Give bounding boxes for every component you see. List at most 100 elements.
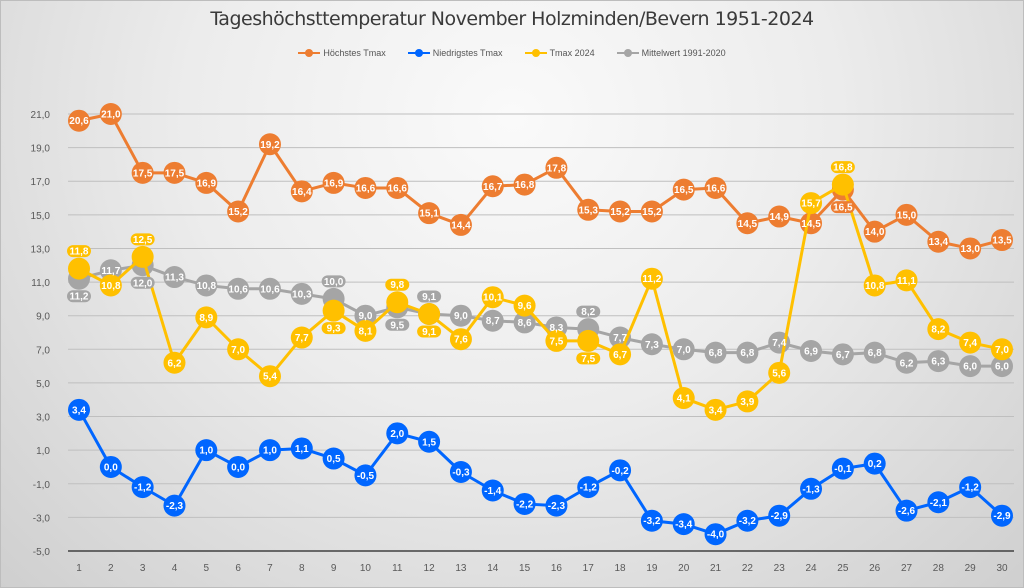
data-label: -3,2 <box>739 516 757 527</box>
legend-marker-icon <box>298 48 321 58</box>
x-tick-label: 14 <box>487 563 499 574</box>
data-label: 1,0 <box>263 446 277 457</box>
data-point <box>672 178 695 201</box>
data-point <box>800 477 823 500</box>
data-label: -0,1 <box>834 464 852 475</box>
data-point <box>895 269 918 292</box>
data-point <box>68 398 90 421</box>
data-point <box>163 494 186 517</box>
data-label: -3,2 <box>643 516 661 527</box>
data-label: -1,2 <box>962 483 980 494</box>
data-label: 11,2 <box>70 292 89 303</box>
data-label: 4,1 <box>677 394 691 405</box>
data-label: 20,6 <box>69 116 89 127</box>
x-tick-label: 23 <box>774 563 786 574</box>
data-point <box>290 282 313 305</box>
data-label: 6,9 <box>804 346 818 357</box>
data-label: 10,6 <box>260 284 280 295</box>
legend-label: Höchstes Tmax <box>323 48 386 58</box>
data-label: 16,5 <box>674 185 694 196</box>
data-point <box>195 306 218 329</box>
data-label: 8,3 <box>549 323 563 334</box>
data-label: 7,3 <box>645 340 659 351</box>
x-tick-label: 24 <box>805 563 817 574</box>
x-tick-label: 27 <box>901 563 913 574</box>
x-tick-label: 3 <box>140 563 146 574</box>
x-tick-label: 16 <box>551 563 563 574</box>
data-label-bg <box>130 233 155 246</box>
data-point <box>545 494 568 517</box>
data-point <box>991 504 1013 527</box>
data-label: -1,2 <box>134 483 152 494</box>
data-point <box>640 200 663 223</box>
data-label: 15,0 <box>897 210 917 221</box>
data-label: 16,6 <box>706 183 726 194</box>
data-label: 14,5 <box>738 219 758 230</box>
data-label: 14,4 <box>451 220 471 231</box>
data-point <box>991 229 1013 252</box>
data-label: 7,7 <box>613 333 627 344</box>
legend-item-mittelwert[interactable]: Mittelwert 1991-2020 <box>616 48 726 58</box>
y-tick-label: 19,0 <box>31 144 51 155</box>
data-label: 6,8 <box>740 348 754 359</box>
chart-title: Tageshöchsttemperatur November Holzminde… <box>210 8 814 30</box>
data-point <box>322 447 345 470</box>
data-point <box>577 476 600 499</box>
data-point <box>99 103 122 125</box>
y-tick-label: -3,0 <box>33 513 51 524</box>
data-point <box>704 523 727 546</box>
data-point <box>895 499 918 522</box>
data-label: 17,5 <box>133 168 153 179</box>
data-label: 14,5 <box>801 219 821 230</box>
data-label: 16,6 <box>388 183 408 194</box>
data-point <box>227 455 250 478</box>
legend-item-tmax-2024[interactable]: Tmax 2024 <box>524 48 595 58</box>
data-label: 15,1 <box>419 209 439 220</box>
data-label: 11,7 <box>101 266 120 277</box>
x-tick-label: 30 <box>996 563 1008 574</box>
data-label: 0,5 <box>327 454 341 465</box>
data-label: 11,1 <box>897 276 916 287</box>
data-label: 0,0 <box>231 462 245 473</box>
data-point <box>704 176 727 199</box>
data-point <box>609 343 632 366</box>
data-point <box>131 476 154 499</box>
data-label: 7,5 <box>549 336 563 347</box>
data-label: 16,4 <box>292 187 312 198</box>
data-point <box>927 230 950 253</box>
y-tick-label: 9,0 <box>36 312 50 323</box>
data-point <box>863 452 886 475</box>
data-label: 16,6 <box>356 183 376 194</box>
data-point <box>800 339 823 362</box>
data-labels: 20,6 11,8 11,2 3,4 21,0 11,7 10,8 0,0 17,5 12,5 12… <box>67 110 1012 541</box>
data-label: -2,3 <box>166 501 184 512</box>
x-tick-label: 4 <box>172 563 178 574</box>
data-point <box>704 341 727 364</box>
legend: Höchstes Tmax Niedrigstes Tmax Tmax 2024… <box>0 48 1024 58</box>
data-point <box>640 333 663 356</box>
x-tick-label: 18 <box>615 563 627 574</box>
data-point <box>131 245 154 268</box>
data-label: 0,0 <box>104 462 118 473</box>
x-tick-label: 2 <box>108 563 114 574</box>
data-label: 0,2 <box>868 459 882 470</box>
legend-item-hoechstes-tmax[interactable]: Höchstes Tmax <box>298 48 386 58</box>
legend-item-niedrigstes-tmax[interactable]: Niedrigstes Tmax <box>407 48 503 58</box>
data-label: 11,2 <box>642 274 661 285</box>
legend-label: Tmax 2024 <box>549 48 595 58</box>
data-point <box>609 459 632 482</box>
x-tick-label: 1 <box>76 563 82 574</box>
data-label: 8,6 <box>518 318 532 329</box>
data-label: 5,6 <box>772 368 786 379</box>
data-point <box>545 329 568 352</box>
x-tick-label: 6 <box>235 563 241 574</box>
data-point <box>449 461 472 484</box>
y-tick-label: 21,0 <box>31 110 51 121</box>
data-label: 8,1 <box>358 326 372 337</box>
data-label: -0,5 <box>357 471 375 482</box>
data-point <box>386 422 409 445</box>
data-point <box>736 390 759 413</box>
data-label: -1,2 <box>580 483 598 494</box>
x-tick-label: 20 <box>678 563 690 574</box>
data-label: 7,4 <box>963 338 977 349</box>
